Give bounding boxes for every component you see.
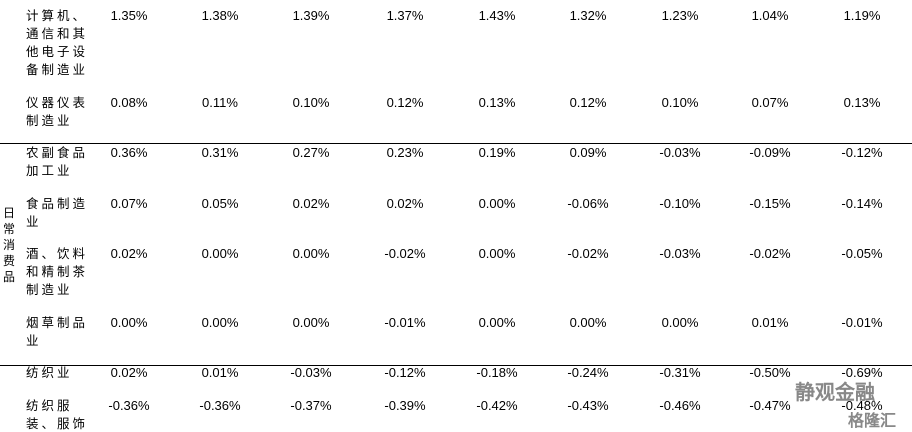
cell-value: 0.00% (110, 315, 148, 330)
row-label: 农副食品加工业 (26, 145, 89, 178)
cell-value: -0.36% (108, 398, 150, 413)
cell-value: 0.09% (569, 145, 607, 160)
group-label: 日常消费品 (2, 206, 15, 284)
cell-value: 0.27% (292, 145, 330, 160)
cell-value: 0.10% (292, 95, 330, 110)
cell-value: -0.06% (567, 196, 609, 211)
cell-value: 0.23% (386, 145, 424, 160)
cell-value: -0.02% (749, 246, 791, 261)
row-label: 仪器仪表制造业 (26, 95, 89, 128)
cell-value: 0.12% (569, 95, 607, 110)
cell-value: -0.10% (659, 196, 701, 211)
cell-value: 0.00% (478, 315, 516, 330)
watermark-source: 格隆汇 (848, 411, 897, 430)
cell-value: 0.01% (751, 315, 789, 330)
group-divider (0, 365, 912, 366)
cell-value: -0.15% (749, 196, 791, 211)
cell-value: 0.00% (478, 196, 516, 211)
cell-value: 0.31% (201, 145, 239, 160)
cell-value: -0.36% (199, 398, 241, 413)
cell-value: 0.19% (478, 145, 516, 160)
cell-value: 1.43% (478, 8, 516, 23)
cell-value: 0.05% (201, 196, 239, 211)
cell-value: 0.01% (201, 365, 239, 380)
cell-value: -0.12% (841, 145, 883, 160)
row-label: 纺织业 (26, 365, 73, 380)
cell-value: -0.47% (749, 398, 791, 413)
cell-value: -0.48% (841, 398, 883, 413)
cell-value: -0.12% (384, 365, 426, 380)
row-label: 酒、饮料和精制茶制造业 (26, 246, 89, 297)
row-label: 计算机、通信和其他电子设备制造业 (26, 8, 89, 77)
cell-value: -0.31% (659, 365, 701, 380)
cell-value: 0.12% (386, 95, 424, 110)
cell-value: 0.00% (661, 315, 699, 330)
cell-value: 0.10% (661, 95, 699, 110)
watermark-name: 静观金融 (795, 380, 875, 404)
cell-value: -0.02% (384, 246, 426, 261)
cell-value: 0.02% (110, 365, 148, 380)
cell-value: -0.09% (749, 145, 791, 160)
cell-value: -0.05% (841, 246, 883, 261)
row-label: 食品制造业 (26, 196, 89, 229)
cell-value: -0.39% (384, 398, 426, 413)
cell-value: 0.00% (292, 246, 330, 261)
cell-value: 0.00% (569, 315, 607, 330)
group-divider (0, 143, 912, 144)
cell-value: -0.14% (841, 196, 883, 211)
cell-value: 1.38% (201, 8, 239, 23)
cell-value: -0.37% (290, 398, 332, 413)
row-label: 烟草制品业 (26, 315, 89, 348)
cell-value: -0.02% (567, 246, 609, 261)
cell-value: 0.11% (202, 95, 238, 110)
cell-value: 0.07% (110, 196, 148, 211)
cell-value: -0.50% (749, 365, 791, 380)
cell-value: 1.19% (843, 8, 881, 23)
cell-value: 1.35% (110, 8, 148, 23)
cell-value: 0.13% (478, 95, 516, 110)
cell-value: 0.02% (110, 246, 148, 261)
cell-value: -0.69% (841, 365, 883, 380)
cell-value: -0.01% (841, 315, 883, 330)
cell-value: 0.36% (110, 145, 148, 160)
cell-value: 0.07% (751, 95, 789, 110)
row-label: 纺织服装、服饰 (26, 398, 89, 431)
cell-value: 0.02% (386, 196, 424, 211)
cell-value: -0.46% (659, 398, 701, 413)
cell-value: -0.01% (384, 315, 426, 330)
cell-value: 0.00% (292, 315, 330, 330)
cell-value: 1.04% (751, 8, 789, 23)
cell-value: 0.00% (478, 246, 516, 261)
cell-value: 0.00% (201, 315, 239, 330)
cell-value: 1.37% (386, 8, 424, 23)
cell-value: 1.32% (569, 8, 607, 23)
cell-value: 1.39% (292, 8, 330, 23)
cell-value: -0.03% (659, 145, 701, 160)
cell-value: 0.08% (110, 95, 148, 110)
cell-value: -0.18% (476, 365, 518, 380)
cell-value: 0.00% (201, 246, 239, 261)
cell-value: -0.42% (476, 398, 518, 413)
cell-value: -0.43% (567, 398, 609, 413)
cell-value: -0.03% (659, 246, 701, 261)
cell-value: 0.02% (292, 196, 330, 211)
cell-value: 0.13% (843, 95, 881, 110)
cell-value: 1.23% (661, 8, 699, 23)
cell-value: -0.03% (290, 365, 332, 380)
cell-value: -0.24% (567, 365, 609, 380)
